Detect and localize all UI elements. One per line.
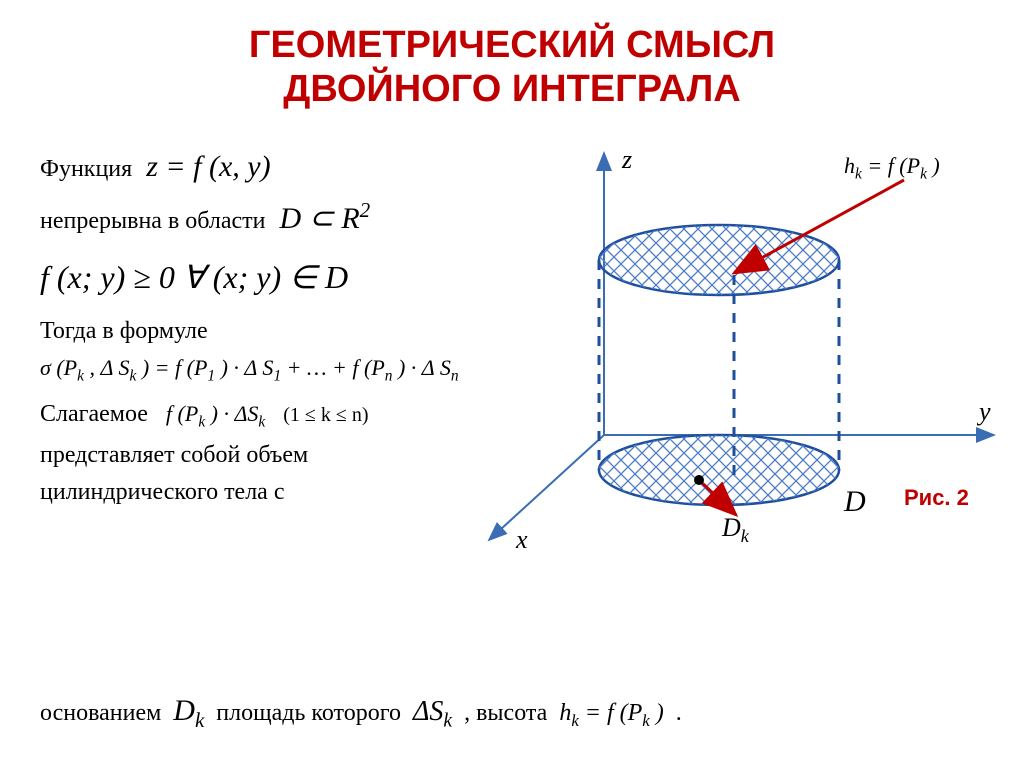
line-volume1: представляет собой объем — [40, 442, 510, 469]
text-volume1: представляет собой объем — [40, 442, 308, 469]
eq-sigma: σ (Pk , Δ Sk ) = f (P1 ) · Δ S1 + … + f … — [40, 355, 459, 385]
eq-hk: hk = f (Pk ) — [559, 700, 663, 731]
eq-fpk: f (Pk ) · ΔSk — [166, 401, 265, 431]
text-base: основанием — [40, 700, 161, 727]
eq-range: (1 ≤ k ≤ n) — [283, 404, 368, 427]
label-x: x — [516, 525, 528, 555]
text-volume2: цилиндрического тела с — [40, 479, 285, 506]
line-then: Тогда в формуле — [40, 318, 510, 345]
eq-domain: D ⊂ R2 — [280, 198, 371, 236]
line-term: Слагаемое f (Pk ) · ΔSk (1 ≤ k ≤ n) — [40, 401, 510, 431]
x-axis — [489, 435, 604, 540]
eq-nonneg: f (x; y) ≥ 0 ∀ (x; y) ∈ D — [40, 258, 348, 296]
label-y: y — [979, 397, 991, 427]
text-area: площадь которого — [216, 700, 401, 727]
cylinder-diagram: z y x D Dk Рис. 2 hk = f (Pk ) — [474, 145, 1014, 565]
eq-zfxy: z = f (x, y) — [146, 150, 270, 184]
text-term: Слагаемое — [40, 401, 148, 428]
page-title: ГЕОМЕТРИЧЕСКИЙ СМЫСЛ ДВОЙНОГО ИНТЕГРАЛА — [0, 0, 1024, 111]
line-sigma: σ (Pk , Δ Sk ) = f (P1 ) · Δ S1 + … + f … — [40, 355, 510, 385]
label-z: z — [622, 145, 632, 175]
line-function: Функция z = f (x, y) — [40, 150, 510, 184]
dk-point — [694, 475, 704, 485]
label-Dk: Dk — [722, 513, 749, 547]
line-nonneg: f (x; y) ≥ 0 ∀ (x; y) ∈ D — [40, 258, 510, 296]
text-continuous: непрерывна в области — [40, 208, 266, 235]
bottom-sentence: основанием Dk площадь которого ΔSk , выс… — [40, 694, 990, 733]
eq-Dk: Dk — [173, 694, 204, 733]
figure-label: Рис. 2 — [904, 485, 969, 511]
text-height: , высота — [464, 700, 547, 727]
text-function: Функция — [40, 156, 132, 183]
eq-dSk: ΔSk — [413, 696, 452, 733]
line-continuous: непрерывна в области D ⊂ R2 — [40, 198, 510, 236]
label-D: D — [844, 485, 866, 519]
dot: . — [676, 700, 682, 727]
text-then: Тогда в формуле — [40, 318, 208, 345]
text-content: Функция z = f (x, y) непрерывна в област… — [40, 150, 510, 516]
title-line-1: ГЕОМЕТРИЧЕСКИЙ СМЫСЛ — [249, 24, 775, 66]
title-line-2: ДВОЙНОГО ИНТЕГРАЛА — [283, 68, 740, 110]
label-hk-top: hk = f (Pk ) — [844, 153, 940, 183]
hatch-bottom — [599, 435, 839, 505]
line-volume2: цилиндрического тела с — [40, 479, 510, 506]
